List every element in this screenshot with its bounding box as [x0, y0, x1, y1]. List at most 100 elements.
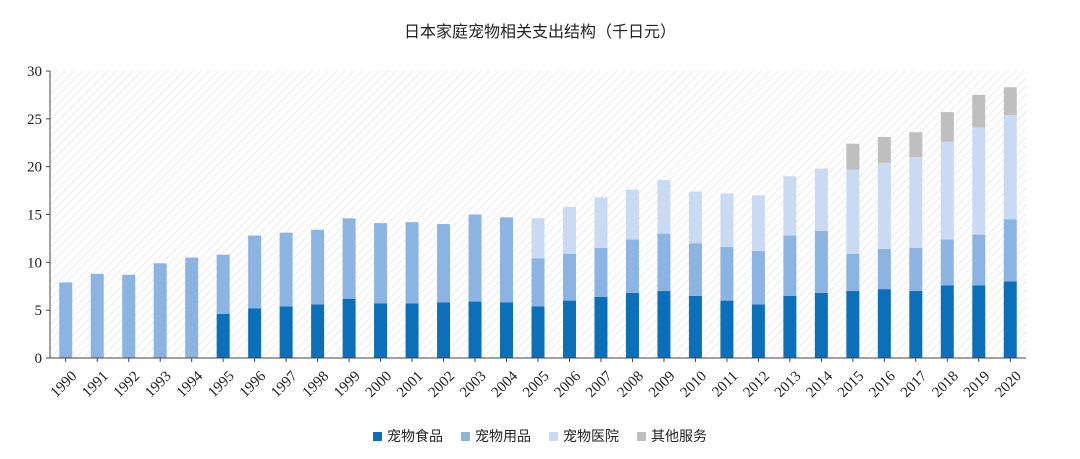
bar-segment: [720, 247, 734, 301]
y-axis-ticks: 0 5 10 15 20 25 30: [27, 64, 50, 367]
legend-swatch: [373, 431, 382, 441]
legend-swatch: [549, 431, 558, 441]
bar-segment: [625, 239, 639, 293]
bar-segment: [90, 273, 104, 358]
bar-segment: [814, 230, 828, 293]
x-tick-label: 2012: [740, 368, 773, 401]
legend-label: 宠物用品: [475, 429, 531, 445]
bar-segment: [311, 229, 325, 305]
bar-segment: [500, 217, 514, 303]
bar-segment: [562, 253, 576, 301]
x-tick-label: 2018: [929, 368, 962, 401]
bar-segment: [783, 235, 797, 296]
bar-segment: [657, 233, 671, 292]
x-tick-label: 2001: [394, 368, 427, 401]
bar-segment: [657, 291, 671, 358]
bar-segment: [279, 306, 293, 358]
bar-segment: [909, 247, 923, 292]
bar-segment: [877, 162, 891, 249]
bar-segment: [720, 193, 734, 248]
x-tick-label: 2017: [898, 368, 931, 401]
bar-segment: [940, 239, 954, 286]
bar-segment: [437, 224, 451, 303]
bar-segment: [342, 298, 356, 358]
bar-segment: [814, 168, 828, 231]
legend-swatch: [637, 431, 646, 441]
bar-segment: [500, 302, 514, 358]
legend: 宠物食品 宠物用品 宠物医院 其他服务: [0, 426, 1080, 446]
x-tick-label: 1999: [331, 368, 364, 401]
bar-segment: [940, 112, 954, 142]
legend-item: 宠物用品: [461, 426, 531, 446]
legend-item: 宠物食品: [373, 426, 443, 446]
bar-segment: [814, 292, 828, 358]
chart-title: 日本家庭宠物相关支出结构（千日元）: [403, 22, 676, 41]
x-tick-label: 1992: [111, 368, 144, 401]
bar-segment: [751, 304, 765, 358]
x-tick-label: 1990: [48, 368, 81, 401]
bar-segment: [153, 263, 167, 358]
x-tick-label: 2011: [709, 368, 741, 400]
bar-segment: [940, 285, 954, 358]
bar-segment: [688, 191, 702, 244]
bar-segment: [625, 189, 639, 240]
x-tick-label: 2009: [646, 368, 679, 401]
y-tick-label: 15: [27, 208, 42, 224]
bar-segment: [437, 302, 451, 358]
bar-segment: [531, 218, 545, 259]
bar-segment: [216, 254, 230, 314]
bar-segment: [909, 291, 923, 358]
x-tick-label: 2006: [552, 368, 585, 401]
bars-group: [59, 87, 1017, 358]
bar-segment: [940, 141, 954, 240]
bar-segment: [562, 206, 576, 254]
x-tick-label: 2003: [457, 368, 490, 401]
bar-segment: [216, 313, 230, 358]
bar-segment: [468, 301, 482, 358]
bar-segment: [185, 257, 199, 358]
bar-segment: [972, 94, 986, 128]
bar-segment: [625, 292, 639, 358]
bar-segment: [877, 289, 891, 358]
legend-label: 其他服务: [651, 429, 707, 445]
x-tick-label: 1998: [300, 368, 333, 401]
bar-segment: [688, 243, 702, 296]
legend-swatch: [461, 431, 470, 441]
bar-segment: [720, 300, 734, 358]
bar-segment: [846, 143, 860, 170]
y-tick-label: 10: [27, 255, 42, 271]
bar-segment: [405, 222, 419, 304]
bar-segment: [846, 253, 860, 292]
y-tick-label: 20: [27, 160, 42, 176]
bar-segment: [248, 308, 262, 358]
bar-segment: [374, 303, 388, 358]
bar-segment: [846, 291, 860, 358]
bar-segment: [688, 295, 702, 358]
y-tick-label: 30: [27, 64, 42, 80]
x-tick-label: 1994: [174, 368, 207, 401]
bar-segment: [594, 197, 608, 248]
bar-segment: [783, 295, 797, 358]
bar-segment: [562, 300, 576, 358]
y-tick-label: 25: [27, 112, 42, 128]
x-tick-label: 1997: [268, 368, 301, 401]
bar-segment: [972, 285, 986, 358]
bar-segment: [909, 157, 923, 248]
bar-segment: [122, 274, 136, 358]
x-tick-label: 2008: [615, 368, 648, 401]
x-tick-label: 2014: [803, 368, 836, 401]
x-tick-label: 1996: [237, 368, 270, 401]
x-tick-label: 2010: [678, 368, 711, 401]
bar-segment: [657, 180, 671, 234]
bar-segment: [1003, 87, 1017, 116]
bar-segment: [374, 223, 388, 304]
x-tick-label: 2005: [520, 368, 553, 401]
bar-segment: [846, 169, 860, 254]
x-tick-label: 1995: [205, 368, 238, 401]
bar-segment: [59, 282, 73, 358]
bar-segment: [877, 248, 891, 290]
bar-segment: [594, 296, 608, 358]
x-tick-label: 1993: [142, 368, 175, 401]
bar-segment: [342, 218, 356, 299]
x-tick-label: 2004: [489, 368, 522, 401]
